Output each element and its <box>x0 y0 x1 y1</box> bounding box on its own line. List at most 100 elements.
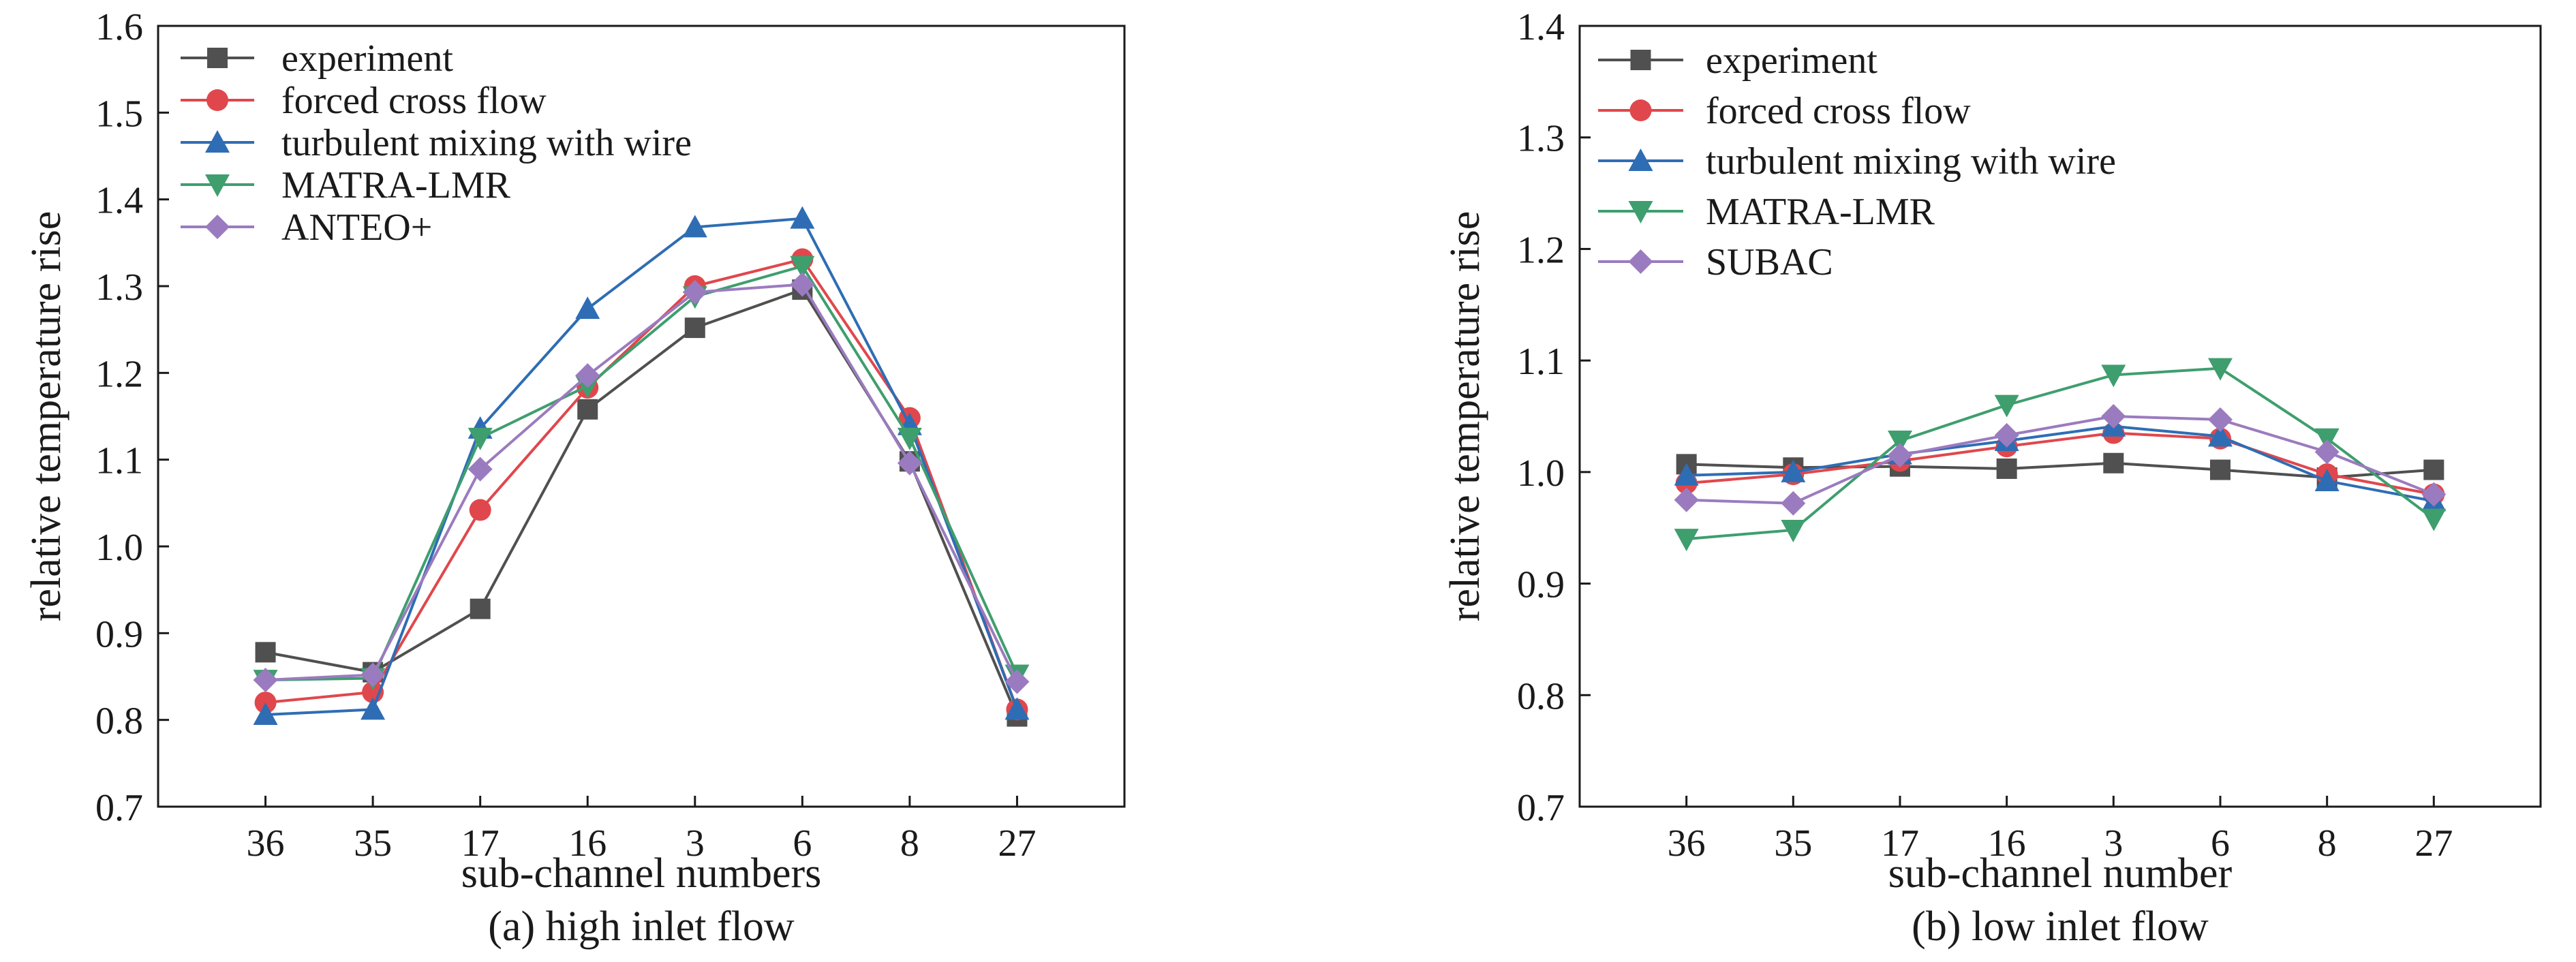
legend-label: SUBAC <box>1706 241 1833 283</box>
data-point <box>361 697 386 720</box>
data-point <box>2421 508 2447 531</box>
data-point <box>2103 452 2124 474</box>
x-tick-label: 35 <box>1774 822 1812 865</box>
series-matra-lmr <box>253 255 1030 693</box>
y-tick-label: 1.1 <box>1517 341 1565 383</box>
series-line <box>1686 367 2435 541</box>
data-point <box>2101 364 2126 388</box>
series-line <box>265 264 1019 682</box>
x-tick-label: 16 <box>1988 822 2026 865</box>
y-tick-label: 0.9 <box>1517 564 1565 606</box>
x-tick-label: 27 <box>2414 822 2453 865</box>
x-axis-label: sub-channel number <box>1888 850 2233 897</box>
legend-label: experiment <box>1706 40 1877 82</box>
series-line <box>265 283 1019 683</box>
y-tick-label: 1.0 <box>1517 452 1565 495</box>
y-tick-label: 1.6 <box>95 6 143 48</box>
y-axis-label: relative temperature rise <box>1442 211 1488 621</box>
legend-label: experiment <box>281 37 453 80</box>
series-forced-cross-flow <box>254 248 1028 721</box>
data-point <box>253 668 278 693</box>
data-point <box>470 598 491 619</box>
x-tick-label: 8 <box>2318 822 2337 865</box>
series-line <box>1686 461 2434 480</box>
series-line <box>265 288 1019 717</box>
x-tick-label: 35 <box>354 822 392 865</box>
legend-marker <box>1628 249 1653 274</box>
legend-label: MATRA-LMR <box>1706 191 1935 233</box>
data-point <box>1781 491 1806 516</box>
data-point <box>1674 463 1699 486</box>
chart-panel-a: 36 35 17 16 3 6 8 270.70.80.91.01.11.21.31.41.5… <box>23 6 1126 950</box>
chart-panel-b: 36 35 17 16 3 6 8 270.70.80.91.01.11.21.31.4rel… <box>1442 6 2542 950</box>
plot-frame <box>157 25 1126 808</box>
data-point <box>575 296 600 320</box>
data-point <box>2208 407 2233 432</box>
y-tick-label: 1.2 <box>1517 229 1565 271</box>
series-turbulent-mixing-with-wire <box>253 206 1030 726</box>
data-point <box>577 399 598 420</box>
y-tick-label: 1.2 <box>95 353 143 395</box>
data-point <box>1996 458 2017 479</box>
x-tick-label: 3 <box>686 822 705 865</box>
x-tick-label: 36 <box>1668 822 1706 865</box>
legend-marker <box>1630 50 1651 70</box>
data-point <box>253 702 278 726</box>
data-point <box>2210 459 2230 480</box>
y-tick-label: 1.1 <box>95 440 143 482</box>
data-point <box>897 450 922 476</box>
y-tick-label: 0.7 <box>1517 787 1565 829</box>
data-point <box>1994 422 2019 448</box>
legend-marker <box>1629 99 1652 121</box>
series-line <box>265 258 1019 711</box>
panel-caption: (a) high inlet flow <box>488 903 795 950</box>
y-tick-label: 0.8 <box>1517 675 1565 717</box>
x-tick-label: 3 <box>2104 822 2123 865</box>
data-point <box>1674 487 1699 512</box>
plot-frame <box>1578 25 2542 808</box>
data-point <box>2101 404 2126 429</box>
y-tick-label: 1.0 <box>95 527 143 569</box>
data-point <box>1994 394 2019 418</box>
y-tick-label: 1.4 <box>1517 6 1565 48</box>
data-point <box>1005 669 1030 694</box>
series-experiment <box>255 279 1028 727</box>
y-axis-label: relative temperature rise <box>23 211 70 621</box>
data-point <box>1781 519 1806 542</box>
series-subac <box>1674 404 2447 516</box>
y-tick-label: 1.4 <box>95 180 143 222</box>
legend-marker <box>1628 149 1653 171</box>
x-tick-label: 36 <box>247 822 285 865</box>
legend-marker <box>205 174 230 197</box>
x-tick-label: 17 <box>1881 822 1919 865</box>
legend-label: turbulent mixing with wire <box>281 122 692 164</box>
y-tick-label: 0.8 <box>95 700 143 743</box>
data-point <box>790 206 815 229</box>
data-point <box>467 427 493 450</box>
data-point <box>682 215 707 238</box>
data-point <box>2314 428 2340 451</box>
x-tick-label: 27 <box>998 822 1036 865</box>
x-tick-label: 8 <box>900 822 919 865</box>
data-point <box>575 363 600 388</box>
series-matra-lmr <box>1674 358 2447 552</box>
y-tick-label: 1.3 <box>95 266 143 309</box>
data-point <box>2208 358 2233 381</box>
series-line <box>265 217 1019 717</box>
legend-label: forced cross flow <box>281 80 547 122</box>
legend-label: turbulent mixing with wire <box>1706 140 2116 183</box>
data-point <box>467 456 493 482</box>
series-line <box>1686 424 2434 503</box>
data-point <box>469 499 491 521</box>
data-point <box>255 642 276 663</box>
data-point <box>790 272 815 297</box>
data-point <box>1888 443 1912 468</box>
data-point <box>682 279 707 305</box>
x-tick-label: 17 <box>461 822 500 865</box>
legend-marker <box>206 89 228 111</box>
y-tick-label: 1.3 <box>1517 118 1565 160</box>
data-point <box>897 427 922 450</box>
data-point <box>684 317 705 339</box>
